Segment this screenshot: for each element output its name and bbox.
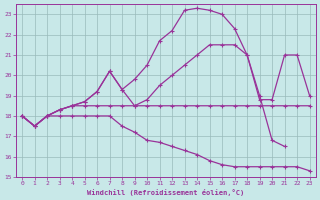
X-axis label: Windchill (Refroidissement éolien,°C): Windchill (Refroidissement éolien,°C) bbox=[87, 189, 244, 196]
